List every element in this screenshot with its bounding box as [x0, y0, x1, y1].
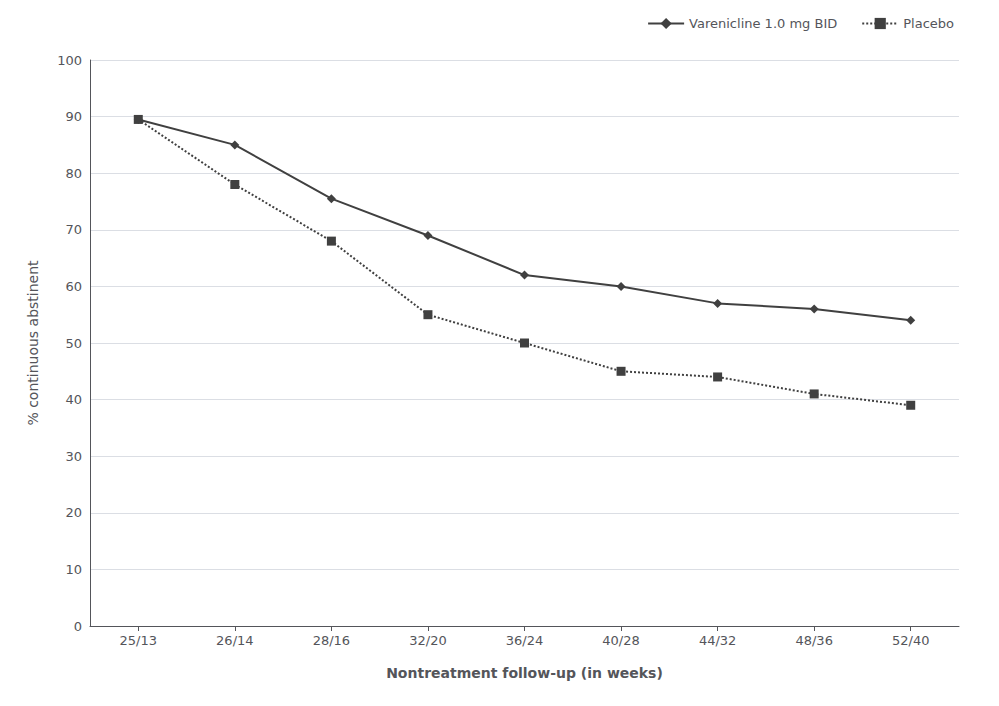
- svg-text:Nontreatment follow-up (in wee: Nontreatment follow-up (in weeks): [386, 665, 663, 681]
- svg-text:Varenicline 1.0 mg BID: Varenicline 1.0 mg BID: [689, 16, 837, 31]
- svg-text:10: 10: [65, 562, 82, 577]
- svg-text:26/14: 26/14: [216, 633, 253, 648]
- svg-text:36/24: 36/24: [506, 633, 543, 648]
- svg-text:44/32: 44/32: [699, 633, 736, 648]
- svg-text:60: 60: [65, 279, 82, 294]
- svg-text:50: 50: [65, 336, 82, 351]
- svg-text:25/13: 25/13: [120, 633, 157, 648]
- svg-text:48/36: 48/36: [795, 633, 832, 648]
- svg-text:Placebo: Placebo: [903, 16, 954, 31]
- svg-text:28/16: 28/16: [313, 633, 350, 648]
- svg-text:80: 80: [65, 166, 82, 181]
- svg-text:70: 70: [65, 222, 82, 237]
- svg-text:30: 30: [65, 449, 82, 464]
- svg-text:40: 40: [65, 392, 82, 407]
- svg-text:% continuous abstinent: % continuous abstinent: [25, 260, 41, 426]
- svg-text:20: 20: [65, 505, 82, 520]
- svg-text:0: 0: [74, 619, 82, 634]
- svg-text:40/28: 40/28: [602, 633, 639, 648]
- svg-text:90: 90: [65, 109, 82, 124]
- svg-text:100: 100: [57, 53, 82, 68]
- svg-text:32/20: 32/20: [409, 633, 446, 648]
- svg-text:52/40: 52/40: [892, 633, 929, 648]
